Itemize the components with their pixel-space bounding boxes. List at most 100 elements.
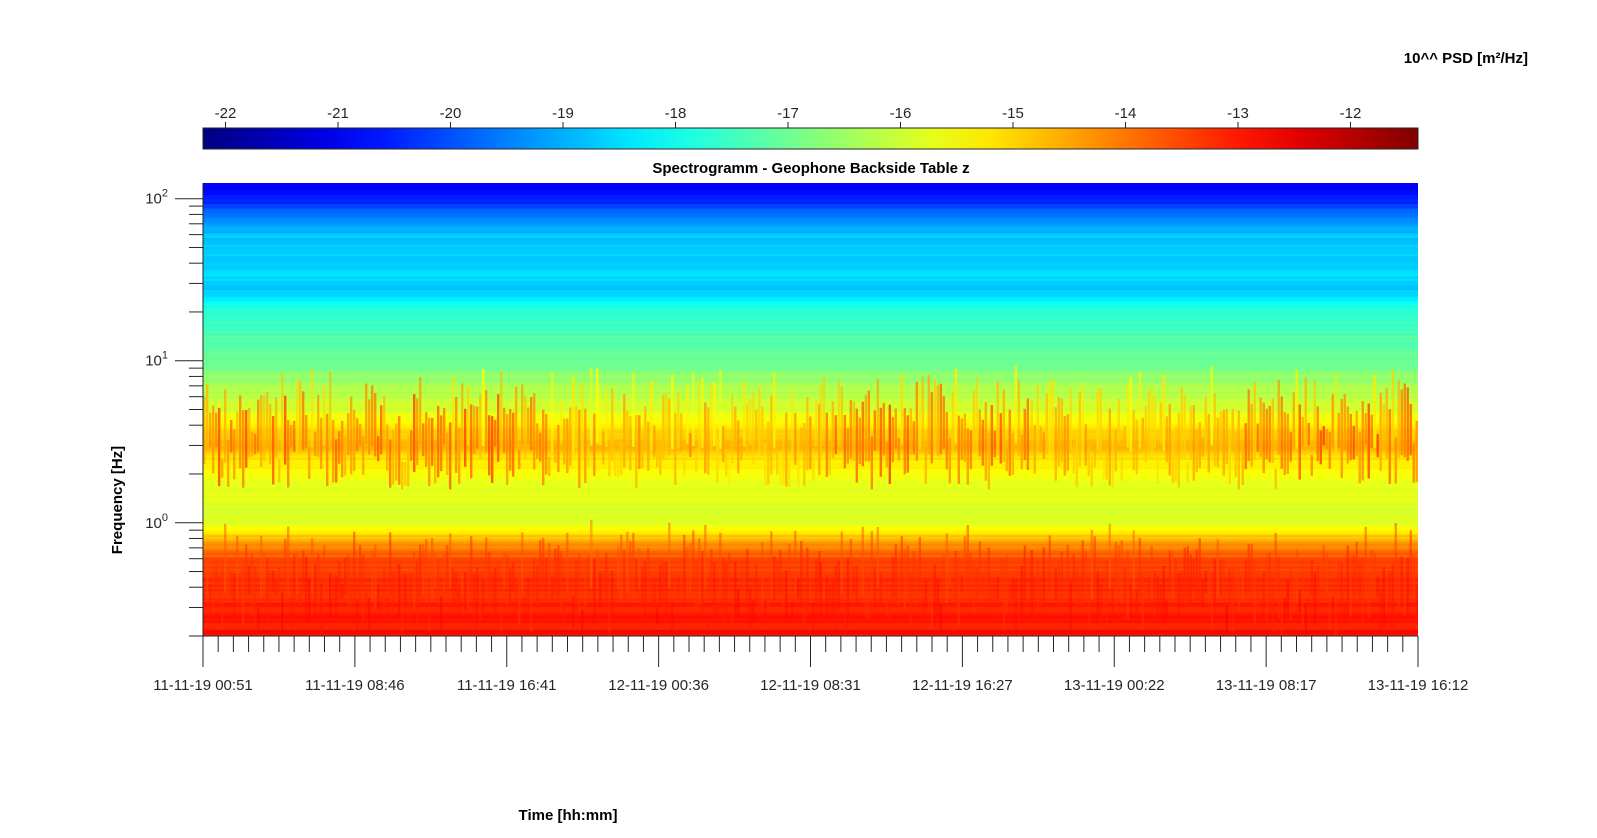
activity-streak [873, 410, 877, 451]
low-frequency-streak [791, 602, 794, 620]
colorbar-tick-label: -15 [1002, 105, 1024, 122]
low-frequency-streak [758, 578, 761, 617]
activity-streak [969, 430, 973, 470]
spectrogram-band [203, 558, 1418, 562]
activity-streak [912, 421, 916, 455]
spectrogram-band [203, 366, 1418, 370]
low-frequency-streak [251, 553, 254, 616]
low-frequency-streak [837, 560, 841, 610]
activity-streak [1253, 381, 1256, 461]
activity-streak [782, 438, 785, 485]
activity-streak [458, 427, 461, 484]
activity-streak [1286, 413, 1289, 474]
activity-streak [812, 449, 815, 482]
low-frequency-streak [1394, 523, 1397, 593]
low-frequency-streak [746, 548, 749, 603]
activity-streak [731, 394, 734, 464]
low-frequency-streak [767, 594, 770, 615]
activity-streak [1183, 394, 1186, 458]
spectrogram-band [203, 493, 1418, 497]
low-frequency-streak [485, 537, 488, 593]
spectrogram-band [203, 549, 1418, 553]
low-frequency-streak [1295, 549, 1298, 605]
activity-streak [1337, 412, 1340, 448]
activity-streak [1111, 434, 1114, 488]
low-frequency-streak [659, 564, 662, 607]
low-frequency-streak [587, 555, 590, 590]
activity-streak [434, 439, 437, 484]
x-tick-label: 13-11-19 16:12 [1368, 677, 1469, 694]
low-frequency-streak [879, 571, 883, 607]
low-frequency-streak [855, 565, 859, 603]
spectrogram-band [203, 219, 1418, 223]
spectrogram-band [203, 479, 1418, 483]
low-frequency-streak [1138, 537, 1141, 599]
low-frequency-streak [1316, 565, 1319, 616]
low-frequency-streak [1192, 558, 1195, 589]
activity-streak [1334, 372, 1337, 452]
activity-streak [1039, 426, 1042, 453]
activity-streak [1412, 443, 1415, 483]
low-frequency-streak [260, 535, 263, 599]
activity-streak [843, 415, 847, 469]
low-frequency-streak [1177, 572, 1180, 618]
activity-streak [825, 412, 829, 477]
activity-streak [1301, 416, 1304, 447]
activity-streak [1222, 409, 1225, 476]
low-frequency-streak [209, 585, 212, 624]
spectrogram-band [203, 316, 1418, 320]
low-frequency-streak [1014, 579, 1018, 631]
spectrogram-band [203, 334, 1418, 338]
low-frequency-streak [461, 562, 464, 595]
activity-streak [554, 441, 557, 463]
low-frequency-streak [1376, 576, 1379, 598]
activity-streak [984, 402, 988, 481]
activity-streak [879, 407, 883, 477]
low-frequency-streak [1250, 544, 1253, 596]
low-frequency-streak [347, 554, 350, 613]
low-frequency-streak [1334, 579, 1337, 635]
activity-streak [1274, 468, 1277, 489]
low-frequency-streak [671, 601, 674, 629]
low-frequency-streak [341, 583, 344, 598]
low-frequency-streak [1268, 552, 1271, 611]
low-frequency-streak [596, 549, 599, 589]
low-frequency-streak [794, 530, 797, 594]
activity-streak [368, 399, 371, 455]
low-frequency-streak [1403, 579, 1406, 616]
activity-streak [1090, 455, 1093, 487]
activity-streak [713, 382, 716, 447]
low-frequency-streak [695, 560, 698, 612]
activity-streak [999, 413, 1003, 464]
activity-streak [1066, 414, 1069, 471]
spectrogram-band [203, 540, 1418, 544]
colorbar-tick-label: -17 [777, 105, 799, 122]
low-frequency-streak [722, 557, 725, 627]
low-frequency-streak [1099, 584, 1102, 627]
low-frequency-streak [1201, 578, 1204, 608]
low-frequency-streak [212, 568, 215, 615]
low-frequency-streak [749, 588, 752, 636]
activity-streak [1406, 387, 1409, 461]
low-frequency-streak [1126, 550, 1129, 620]
low-frequency-streak [383, 568, 386, 607]
activity-streak [1328, 431, 1331, 469]
spectrogram-band [203, 257, 1418, 261]
low-frequency-streak [254, 567, 257, 627]
spectrogram-band [203, 293, 1418, 297]
activity-streak [840, 386, 844, 447]
activity-streak [752, 391, 755, 465]
spectrogram-band [203, 241, 1418, 245]
spectrogram-band [203, 570, 1418, 574]
activity-streak [242, 410, 245, 488]
activity-streak [1069, 389, 1072, 450]
activity-streak [1138, 371, 1141, 449]
activity-streak [476, 406, 479, 449]
spectrogram-band [203, 536, 1418, 540]
spectrogram-band [203, 386, 1418, 390]
low-frequency-streak [1162, 565, 1165, 623]
spectrogram-band [203, 565, 1418, 569]
low-frequency-streak [632, 532, 635, 603]
activity-streak [1147, 391, 1150, 451]
activity-streak [305, 415, 308, 448]
